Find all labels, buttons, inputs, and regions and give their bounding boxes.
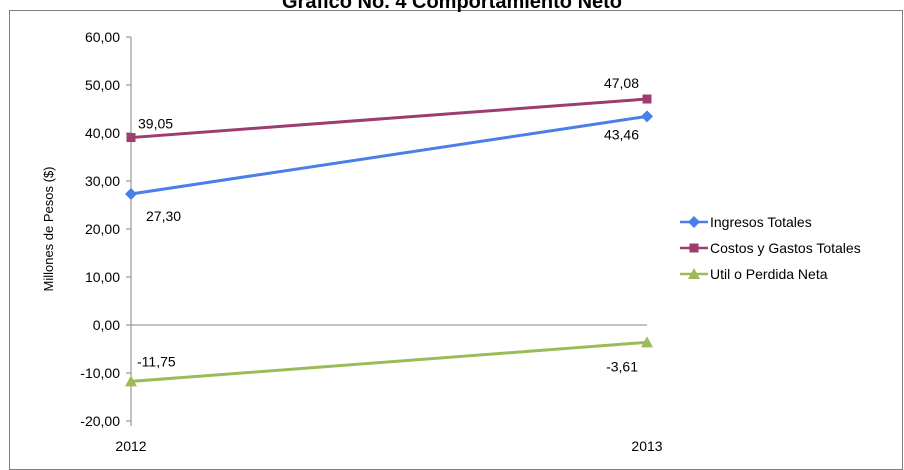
data-labels: 27,30 43,46 39,05 47,08 -11,75 -3,61: [137, 75, 639, 374]
series-marker: [641, 110, 653, 123]
legend-marker: [688, 268, 700, 279]
legend-label: Costos y Gastos Totales: [710, 240, 861, 256]
y-tick-label: 10,00: [85, 269, 120, 285]
y-tick-label: 0,00: [93, 317, 120, 333]
data-label: -11,75: [137, 353, 176, 369]
y-tick-label: -20,00: [80, 413, 120, 429]
series-marker: [642, 94, 652, 104]
series-marker: [125, 375, 137, 387]
data-label: -3,61: [606, 358, 638, 374]
y-tick-label: -10,00: [80, 365, 120, 381]
line-chart: 60,00 50,00 40,00 30,00 20,00 10,00 0,00 -10,00…: [41, 29, 861, 454]
y-tick-label: 60,00: [85, 29, 120, 45]
series-marker: [641, 336, 653, 348]
data-label: 43,46: [604, 126, 639, 142]
x-tick-label: 2013: [631, 438, 662, 454]
legend-marker: [688, 216, 700, 228]
y-tick-label: 50,00: [85, 77, 120, 93]
x-tick-label: 2012: [115, 438, 146, 454]
series-lines: [125, 94, 653, 387]
y-tick-label: 30,00: [85, 173, 120, 189]
y-tick-label: 40,00: [85, 125, 120, 141]
series-marker: [125, 187, 137, 200]
legend-marker: [689, 243, 699, 253]
y-axis-title: Millones de Pesos ($): [41, 167, 56, 292]
legend: Ingresos Totales Costos y Gastos Totales U…: [680, 214, 861, 282]
data-label: 39,05: [138, 116, 173, 132]
axes: 60,00 50,00 40,00 30,00 20,00 10,00 0,00 -10,00…: [41, 29, 663, 454]
series-marker: [126, 133, 136, 143]
series-line: [130, 114, 648, 196]
chart-title: Grafico No. 4 Comportamiento Neto: [281, 0, 623, 13]
data-label: 27,30: [146, 208, 181, 224]
legend-label: Util o Perdida Neta: [710, 266, 828, 282]
legend-label: Ingresos Totales: [710, 214, 812, 230]
y-tick-label: 20,00: [85, 221, 120, 237]
data-label: 47,08: [604, 75, 639, 91]
series-line: [130, 340, 648, 383]
series-line: [130, 97, 648, 140]
